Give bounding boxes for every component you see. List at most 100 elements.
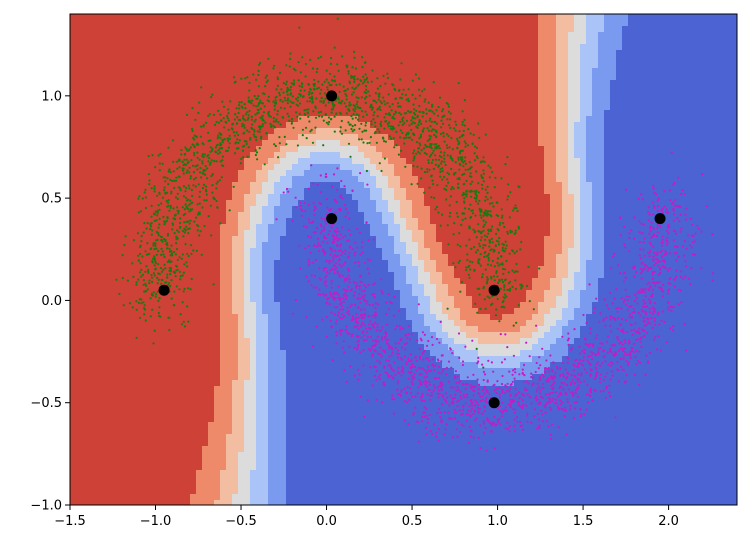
- contour-cell: [376, 134, 383, 141]
- contour-cell: [436, 266, 443, 273]
- contour-cell: [250, 68, 257, 75]
- contour-cell: [388, 104, 395, 111]
- contour-cell: [280, 32, 287, 39]
- contour-cell: [322, 86, 329, 93]
- contour-cell: [304, 92, 311, 99]
- contour-cell: [496, 62, 503, 69]
- contour-cell: [394, 194, 401, 201]
- contour-cell: [100, 74, 107, 81]
- contour-cell: [682, 158, 689, 165]
- contour-cell: [340, 74, 347, 81]
- contour-cell: [496, 20, 503, 27]
- contour-cell: [70, 230, 77, 237]
- contour-cell: [448, 68, 455, 75]
- contour-cell: [328, 188, 335, 195]
- contour-cell: [148, 212, 155, 219]
- contour-cell: [556, 128, 563, 135]
- contour-cell: [292, 68, 299, 75]
- contour-cell: [490, 224, 497, 231]
- contour-cell: [274, 122, 281, 129]
- contour-cell: [448, 206, 455, 213]
- contour-cell: [340, 188, 347, 195]
- contour-cell: [418, 20, 425, 27]
- contour-cell: [352, 146, 359, 153]
- contour-cell: [340, 224, 347, 231]
- contour-cell: [406, 140, 413, 147]
- contour-cell: [70, 188, 77, 195]
- contour-cell: [382, 218, 389, 225]
- contour-cell: [400, 32, 407, 39]
- contour-cell: [190, 92, 197, 99]
- contour-cell: [286, 182, 293, 189]
- contour-cell: [388, 188, 395, 195]
- contour-cell: [280, 242, 287, 249]
- contour-cell: [136, 152, 143, 159]
- contour-cell: [490, 68, 497, 75]
- contour-cell: [94, 128, 101, 135]
- contour-cell: [214, 278, 221, 285]
- contour-cell: [610, 50, 617, 57]
- contour-cell: [610, 116, 617, 123]
- contour-cell: [484, 164, 491, 171]
- contour-cell: [652, 164, 659, 171]
- contour-cell: [598, 32, 605, 39]
- contour-cell: [724, 218, 731, 225]
- contour-cell: [154, 80, 161, 87]
- contour-cell: [484, 206, 491, 213]
- contour-cell: [688, 152, 695, 159]
- contour-cell: [184, 212, 191, 219]
- contour-cell: [160, 230, 167, 237]
- contour-cell: [274, 176, 281, 183]
- contour-cell: [622, 140, 629, 147]
- contour-cell: [712, 110, 719, 117]
- contour-cell: [586, 272, 593, 279]
- contour-cell: [280, 62, 287, 69]
- contour-cell: [334, 50, 341, 57]
- contour-cell: [346, 20, 353, 27]
- contour-cell: [424, 248, 431, 255]
- contour-cell: [526, 266, 533, 273]
- contour-cell: [580, 236, 587, 243]
- contour-cell: [550, 50, 557, 57]
- contour-cell: [622, 26, 629, 33]
- contour-cell: [202, 122, 209, 129]
- contour-cell: [580, 26, 587, 33]
- contour-cell: [502, 194, 509, 201]
- contour-cell: [478, 128, 485, 135]
- contour-cell: [430, 98, 437, 105]
- contour-cell: [424, 62, 431, 69]
- contour-cell: [172, 56, 179, 63]
- contour-cell: [442, 116, 449, 123]
- contour-cell: [370, 260, 377, 267]
- contour-cell: [184, 140, 191, 147]
- contour-cell: [418, 278, 425, 285]
- contour-cell: [262, 224, 269, 231]
- contour-cell: [322, 122, 329, 129]
- contour-cell: [94, 110, 101, 117]
- contour-cell: [172, 182, 179, 189]
- contour-cell: [376, 182, 383, 189]
- contour-cell: [454, 134, 461, 141]
- contour-cell: [598, 26, 605, 33]
- contour-cell: [316, 44, 323, 51]
- contour-cell: [694, 230, 701, 237]
- contour-cell: [400, 56, 407, 63]
- contour-cell: [208, 218, 215, 225]
- contour-cell: [604, 188, 611, 195]
- contour-cell: [460, 26, 467, 33]
- contour-cell: [394, 80, 401, 87]
- contour-cell: [400, 80, 407, 87]
- contour-cell: [310, 188, 317, 195]
- contour-cell: [460, 68, 467, 75]
- decision-contour-background: [70, 14, 737, 505]
- contour-cell: [568, 140, 575, 147]
- contour-cell: [448, 56, 455, 63]
- contour-cell: [94, 260, 101, 267]
- contour-cell: [634, 122, 641, 129]
- contour-cell: [538, 176, 545, 183]
- contour-cell: [496, 86, 503, 93]
- contour-cell: [274, 272, 281, 279]
- contour-cell: [238, 200, 245, 207]
- contour-cell: [526, 38, 533, 45]
- contour-cell: [676, 14, 683, 21]
